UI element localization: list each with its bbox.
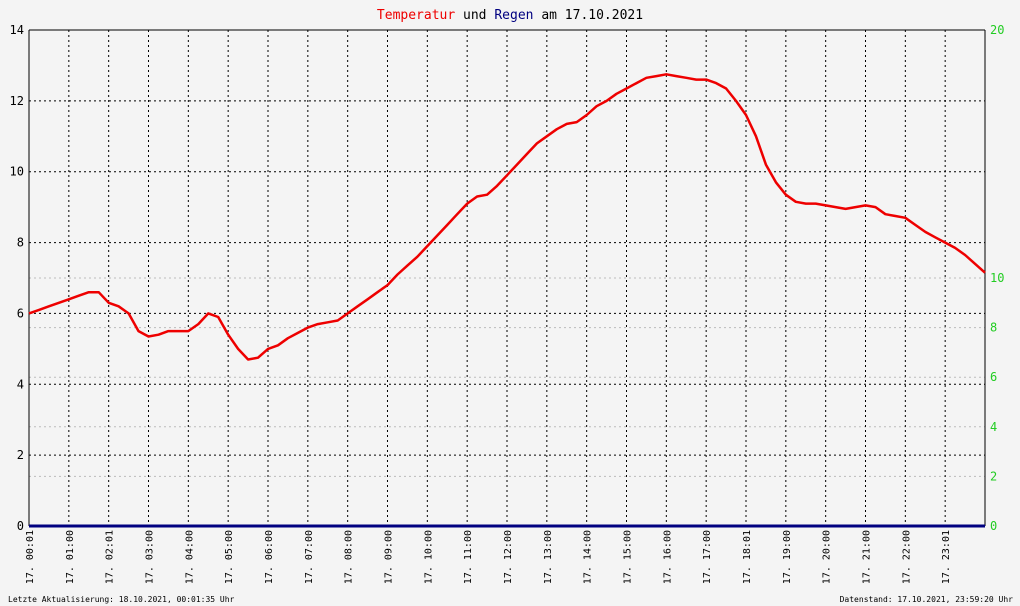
right-tick-label: 6 (990, 370, 997, 384)
left-tick-label: 14 (10, 23, 24, 37)
x-tick-label: 17. 07:00 (304, 530, 315, 584)
x-tick-label: 17. 16:00 (662, 530, 673, 584)
x-tick-label: 17. 03:00 (145, 530, 156, 584)
x-tick-label: 17. 23:01 (941, 530, 952, 584)
right-tick-label: 8 (990, 321, 997, 335)
title-temperature: Temperatur (377, 8, 455, 23)
footer-last-update: Letzte Aktualisierung: 18.10.2021, 00:01… (8, 595, 235, 604)
x-tick-label: 17. 09:00 (384, 530, 395, 584)
right-tick-label: 20 (990, 23, 1004, 37)
x-tick-label: 17. 01:00 (65, 530, 76, 584)
left-tick-label: 8 (17, 236, 24, 250)
x-tick-label: 17. 02:01 (105, 530, 116, 584)
right-tick-label: 10 (990, 271, 1004, 285)
grid-layer (29, 30, 985, 526)
x-tick-label: 17. 17:00 (702, 530, 713, 584)
footer-data-state: Datenstand: 17.10.2021, 23:59:20 Uhr (840, 595, 1014, 604)
x-tick-label: 17. 12:00 (503, 530, 514, 584)
right-tick-label: 0 (990, 519, 997, 533)
right-axis-ticks: 0 2 4 6 8 10 20 (990, 23, 1004, 533)
title-regen: Regen (494, 8, 533, 23)
x-tick-label: 17. 10:00 (423, 530, 434, 584)
x-tick-label: 17. 20:00 (822, 530, 833, 584)
temperature-series-line (28, 73, 986, 361)
x-tick-label: 17. 14:00 (583, 530, 594, 584)
series-layer (28, 73, 986, 528)
left-tick-label: 2 (17, 448, 24, 462)
title-und: und (463, 8, 486, 23)
x-tick-label: 17. 13:00 (543, 530, 554, 584)
x-tick-label: 17. 05:00 (224, 530, 235, 584)
left-tick-label: 10 (10, 165, 24, 179)
x-axis-ticks: 17. 00:01 17. 01:00 17. 02:01 17. 03:00 17. … (25, 530, 952, 584)
left-axis-ticks: 0 2 4 6 8 10 12 14 (10, 23, 24, 533)
right-tick-label: 4 (990, 420, 997, 434)
right-tick-label: 2 (990, 469, 997, 483)
left-tick-label: 12 (10, 94, 24, 108)
x-tick-label: 17. 11:00 (463, 530, 474, 584)
title-am: am (541, 8, 557, 23)
x-tick-label: 17. 04:00 (184, 530, 195, 584)
chart-title: Temperatur und Regen am 17.10.2021 (377, 8, 643, 23)
x-tick-label: 17. 22:00 (901, 530, 912, 584)
x-tick-label: 17. 21:00 (862, 530, 873, 584)
x-tick-label: 17. 19:00 (782, 530, 793, 584)
left-tick-label: 6 (17, 306, 24, 320)
x-tick-label: 17. 18:01 (742, 530, 753, 584)
title-date: 17.10.2021 (565, 8, 643, 23)
x-tick-label: 17. 06:00 (264, 530, 275, 584)
x-tick-label: 17. 08:00 (344, 530, 355, 584)
left-tick-label: 0 (17, 519, 24, 533)
x-tick-label: 17. 00:01 (25, 530, 36, 584)
x-tick-label: 17. 15:00 (623, 530, 634, 584)
left-tick-label: 4 (17, 377, 24, 391)
